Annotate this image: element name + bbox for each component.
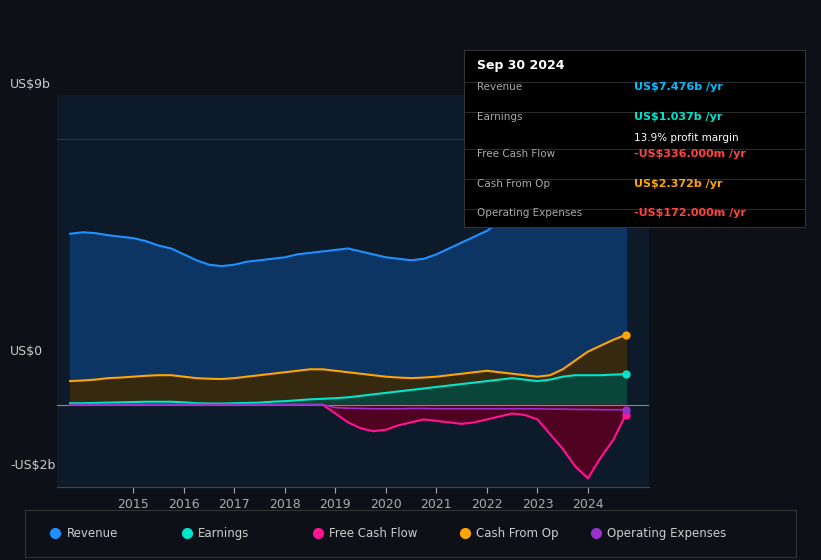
Text: US$0: US$0 xyxy=(10,346,44,358)
Text: 13.9% profit margin: 13.9% profit margin xyxy=(635,133,739,143)
Text: US$9b: US$9b xyxy=(10,78,51,91)
Text: US$1.037b /yr: US$1.037b /yr xyxy=(635,111,722,122)
Text: Revenue: Revenue xyxy=(478,82,523,92)
Text: Operating Expenses: Operating Expenses xyxy=(478,208,583,218)
Text: Revenue: Revenue xyxy=(67,527,118,540)
Text: Earnings: Earnings xyxy=(199,527,250,540)
Text: Sep 30 2024: Sep 30 2024 xyxy=(478,59,565,72)
Text: Cash From Op: Cash From Op xyxy=(478,179,551,189)
Text: -US$336.000m /yr: -US$336.000m /yr xyxy=(635,148,746,158)
Text: Free Cash Flow: Free Cash Flow xyxy=(478,148,556,158)
Text: Cash From Op: Cash From Op xyxy=(476,527,558,540)
Text: Operating Expenses: Operating Expenses xyxy=(608,527,727,540)
Text: US$7.476b /yr: US$7.476b /yr xyxy=(635,82,723,92)
Text: US$2.372b /yr: US$2.372b /yr xyxy=(635,179,722,189)
Text: Earnings: Earnings xyxy=(478,111,523,122)
Text: -US$172.000m /yr: -US$172.000m /yr xyxy=(635,208,746,218)
Text: Free Cash Flow: Free Cash Flow xyxy=(329,527,418,540)
Text: -US$2b: -US$2b xyxy=(10,459,56,472)
